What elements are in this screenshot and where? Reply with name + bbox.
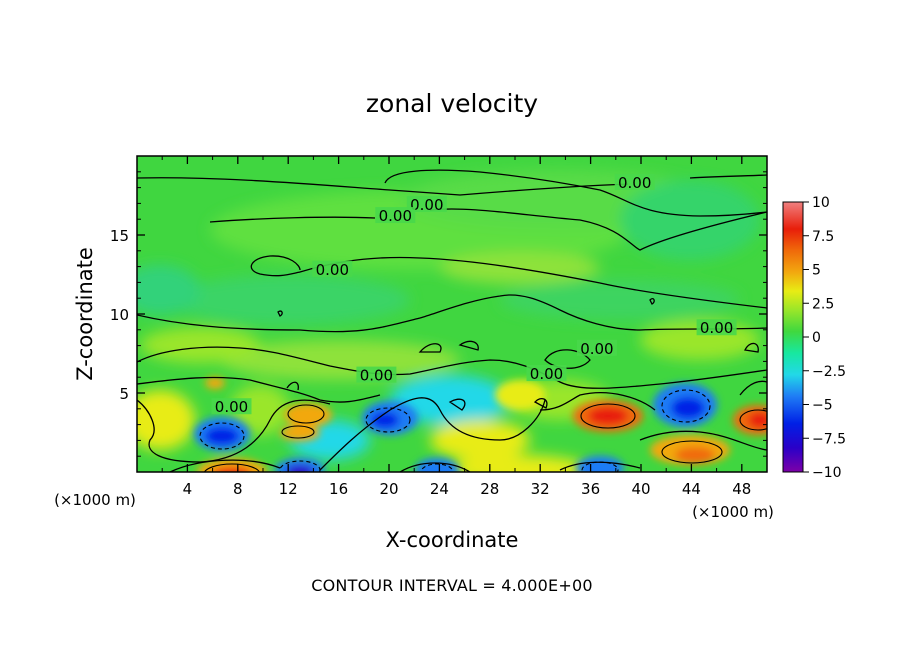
contour-label: 0.00 [580, 340, 613, 358]
x-tick-label: 40 [631, 480, 650, 498]
contour-label-bg [614, 173, 655, 190]
contour-labels: 0.000.000.000.000.000.000.000.000.00 [211, 173, 737, 416]
x-tick-label: 36 [581, 480, 600, 498]
x-tick-label: 44 [682, 480, 701, 498]
heatmap-field: 0.000.000.000.000.000.000.000.000.00 [137, 156, 767, 472]
x-tick-label: 12 [279, 480, 298, 498]
contour-label-bg [375, 207, 416, 224]
colorbar-tick-label: −2.5 [812, 364, 846, 380]
y-axis: 5 10 15 [110, 171, 767, 457]
contour-dashed [199, 389, 711, 472]
colorbar: 10 7.5 5 2.5 0 −2.5 −5 −7.5 −10 [782, 195, 846, 481]
y-tick-label: 15 [110, 227, 129, 245]
contour-label: 0.00 [316, 261, 349, 279]
contour-label-bg [312, 260, 353, 277]
x-tick-label: 24 [430, 480, 449, 498]
colorbar-tick-label: 2.5 [812, 296, 834, 312]
contour-label: 0.00 [530, 365, 563, 383]
x-tick-label: 32 [531, 480, 550, 498]
contour-label: 0.00 [618, 174, 651, 192]
contour-positive [203, 403, 767, 472]
field-extrema [194, 377, 767, 472]
contour-lines [137, 169, 767, 472]
chart-title: zonal velocity [366, 89, 538, 118]
contour-label-bg [406, 195, 447, 212]
colorbar-tick-label: −10 [812, 465, 842, 481]
contour-label: 0.00 [360, 367, 393, 385]
colorbar-ticks: 10 7.5 5 2.5 0 −2.5 −5 −7.5 −10 [803, 195, 846, 481]
y-axis-title: Z-coordinate [73, 247, 97, 381]
contour-label: 0.00 [379, 207, 412, 225]
contour-label: 0.00 [700, 319, 733, 337]
contour-label-bg [356, 366, 397, 383]
colorbar-tick-label: −5 [812, 398, 833, 414]
y-tick-label: 10 [110, 306, 129, 324]
contour-label: 0.00 [215, 398, 248, 416]
contour-interval-note: CONTOUR INTERVAL = 4.000E+00 [311, 576, 593, 595]
x-axis: 4 8 12 16 20 24 28 32 36 40 44 48 [161, 156, 751, 498]
colorbar-tick-label: −7.5 [812, 431, 846, 447]
colorbar-tick-label: 0 [812, 330, 821, 346]
x-tick-label: 16 [329, 480, 348, 498]
x-tick-label: 8 [233, 480, 243, 498]
x-tick-label: 48 [732, 480, 751, 498]
x-tick-label: 28 [480, 480, 499, 498]
colorbar-tick-label: 5 [812, 263, 821, 279]
contour-label: 0.00 [410, 196, 443, 214]
x-unit-label-right: (×1000 m) [692, 503, 774, 521]
x-tick-label: 4 [183, 480, 193, 498]
x-tick-label: 20 [379, 480, 398, 498]
colorbar-tick-label: 7.5 [812, 229, 834, 245]
x-axis-title: X-coordinate [386, 528, 519, 552]
contour-label-bg [696, 319, 737, 336]
colorbar-swatch [782, 201, 804, 473]
contour-label-bg [526, 365, 567, 382]
contour-label-bg [576, 339, 617, 356]
y-tick-label: 5 [119, 385, 129, 403]
colorbar-tick-label: 10 [812, 195, 830, 211]
x-unit-label-left: (×1000 m) [54, 491, 136, 509]
contour-label-bg [211, 398, 252, 415]
